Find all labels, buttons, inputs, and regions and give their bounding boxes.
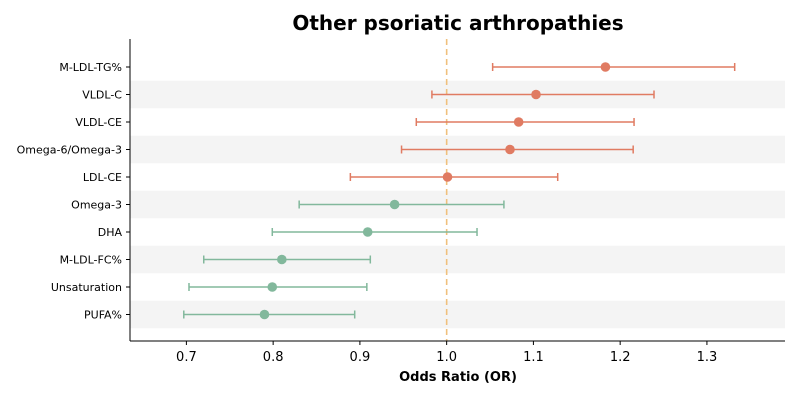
x-tick-label: 1.2: [610, 350, 631, 365]
x-tick-label: 1.1: [523, 350, 544, 365]
or-point: [267, 282, 278, 292]
data-marks: [183, 62, 736, 320]
or-point: [259, 309, 270, 320]
or-point: [389, 199, 400, 210]
y-tick-label: VLDL-CE: [75, 116, 122, 129]
or-point: [362, 227, 373, 237]
or-point: [513, 117, 524, 127]
x-tick-label: 0.9: [350, 350, 371, 365]
or-point: [277, 254, 287, 265]
y-tick-label: M-LDL-FC%: [60, 254, 122, 267]
y-tick-label: Unsaturation: [51, 281, 122, 294]
chart-title: Other psoriatic arthropathies: [292, 11, 623, 35]
y-tick-label: DHA: [98, 226, 123, 239]
axes: M-LDL-TG% VLDL-C VLDL-CE Omega-6/Omega-3 LDL…: [17, 39, 785, 365]
x-tick-label: 0.7: [176, 350, 197, 365]
or-point: [600, 62, 611, 72]
x-axis-label: Odds Ratio (OR): [399, 370, 517, 385]
x-tick-label: 1.3: [697, 350, 718, 365]
y-tick-label: M-LDL-TG%: [59, 61, 122, 74]
or-point: [505, 144, 515, 155]
x-tick-label: 0.8: [263, 350, 284, 365]
x-tick-label: 1.0: [436, 350, 457, 365]
or-point: [442, 172, 453, 182]
y-tick-label: LDL-CE: [83, 171, 122, 184]
or-point: [531, 89, 541, 100]
y-tick-label: Omega-6/Omega-3: [17, 144, 122, 157]
y-tick-label: VLDL-C: [82, 89, 122, 102]
y-tick-label: Omega-3: [71, 199, 122, 212]
y-tick-label: PUFA%: [84, 309, 122, 322]
